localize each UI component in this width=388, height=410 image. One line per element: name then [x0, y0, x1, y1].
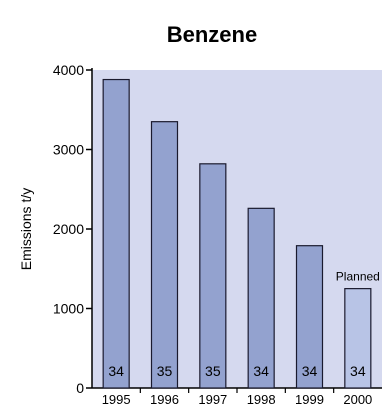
bar-1997	[199, 163, 227, 389]
y-axis-label: Emissions t/y	[18, 188, 34, 270]
bar-1998	[247, 207, 275, 389]
chart-title: Benzene	[167, 22, 257, 47]
bar-label-1999: 34	[302, 363, 318, 379]
bars: 34 35 35 34 34 34 Planned	[102, 78, 380, 389]
y-axis: 0 1000 2000 3000 4000	[53, 62, 93, 396]
x-tick-label: 1998	[247, 392, 276, 407]
y-tick-label: 0	[76, 380, 84, 396]
bar-label-1998: 34	[253, 363, 269, 379]
y-tick-label: 2000	[53, 221, 84, 237]
bar-label-1996: 35	[157, 363, 173, 379]
bar-label-2000: 34	[350, 363, 366, 379]
x-tick-label: 1996	[150, 392, 179, 407]
x-tick-label: 1999	[295, 392, 324, 407]
annotation-planned: Planned	[336, 270, 380, 284]
y-tick-label: 4000	[53, 62, 84, 78]
plot-background	[92, 70, 382, 388]
bar-1996	[150, 121, 179, 389]
x-tick-label: 1997	[198, 392, 227, 407]
bar-1995	[102, 78, 130, 389]
bar-label-1995: 34	[108, 363, 124, 379]
y-tick-label: 3000	[53, 142, 84, 158]
x-tick-label: 2000	[343, 392, 372, 407]
bar-2000	[344, 288, 372, 389]
x-tick-label: 1995	[102, 392, 131, 407]
bar-label-1997: 35	[205, 363, 221, 379]
bar-1999	[295, 245, 324, 389]
y-tick-label: 1000	[53, 301, 84, 317]
x-axis: 1995 1996 1997 1998 1999 2000	[92, 387, 382, 407]
